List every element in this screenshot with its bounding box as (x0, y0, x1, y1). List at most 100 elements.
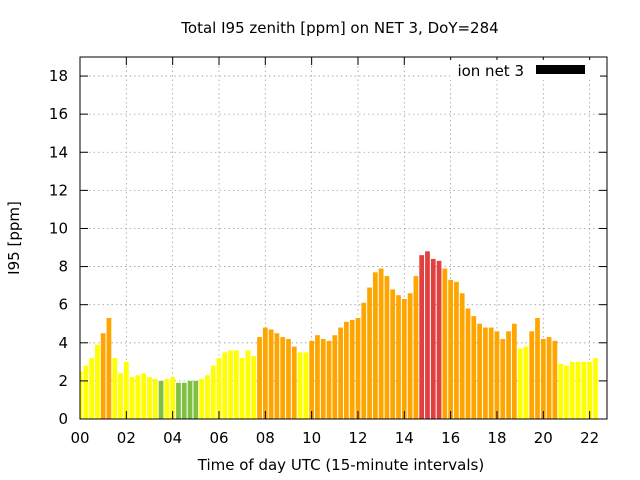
bar (309, 340, 315, 419)
bar (332, 335, 338, 419)
y-tick-label: 18 (49, 67, 68, 85)
bar (280, 337, 286, 419)
bar (228, 350, 233, 419)
x-tick-label: 16 (441, 429, 460, 447)
bar (442, 268, 448, 419)
x-tick-label: 08 (256, 429, 275, 447)
bar (106, 318, 112, 419)
bar (303, 352, 309, 419)
y-tick-label: 8 (58, 258, 68, 276)
bar (517, 348, 523, 419)
bar (94, 344, 100, 419)
x-tick-label: 06 (209, 429, 228, 447)
bar (83, 365, 89, 419)
bar (257, 337, 262, 419)
bar (320, 338, 326, 419)
bar (199, 378, 204, 419)
bar (552, 340, 558, 419)
x-tick-label: 12 (348, 429, 367, 447)
bar (129, 377, 135, 419)
bar (286, 338, 291, 419)
bar (564, 365, 569, 419)
x-tick-label: 10 (302, 429, 321, 447)
bar (152, 378, 158, 419)
y-tick-label: 0 (58, 410, 68, 428)
bar (262, 327, 268, 419)
bar (147, 377, 152, 419)
bar (401, 298, 407, 419)
bar (587, 361, 593, 419)
bar (454, 281, 459, 419)
bar (326, 340, 332, 419)
bar (529, 331, 535, 419)
bar (135, 375, 141, 419)
bar (251, 356, 257, 419)
x-tick-label: 18 (487, 429, 506, 447)
bar (274, 333, 280, 419)
bar (546, 337, 552, 419)
bar (575, 361, 581, 419)
legend-swatch (536, 65, 585, 74)
x-tick-label: 14 (395, 429, 414, 447)
bar (384, 276, 390, 419)
bar (338, 327, 343, 419)
bar (187, 380, 193, 419)
bar (164, 378, 170, 419)
x-tick-label: 02 (117, 429, 136, 447)
bar (158, 380, 164, 419)
y-tick-label: 14 (49, 143, 68, 161)
bar (419, 255, 425, 419)
bar (344, 321, 349, 419)
bar (367, 287, 372, 419)
bar (170, 377, 176, 419)
bar (176, 382, 181, 419)
bar (216, 358, 222, 419)
bar (118, 373, 123, 419)
bar (488, 327, 494, 419)
bar (245, 350, 251, 419)
bar (477, 323, 482, 419)
bar (448, 279, 454, 419)
chart-title: Total I95 zenith [ppm] on NET 3, DoY=284 (180, 19, 498, 37)
bar (291, 346, 297, 419)
bar (205, 375, 210, 419)
bar (378, 268, 384, 419)
bar (355, 318, 361, 419)
y-tick-label: 2 (58, 372, 68, 390)
bar (558, 363, 564, 419)
bar (465, 308, 471, 419)
x-tick-label: 22 (580, 429, 599, 447)
bar (494, 331, 500, 419)
bar (413, 276, 419, 419)
bar (181, 382, 187, 419)
bar (471, 316, 477, 419)
bar (372, 272, 378, 419)
bar (193, 380, 199, 419)
bar (500, 338, 506, 419)
bar (581, 361, 587, 419)
bar (80, 371, 83, 419)
bar (315, 335, 320, 419)
bar (511, 323, 517, 419)
bar (483, 327, 488, 419)
bar (523, 346, 529, 419)
bar (430, 258, 436, 419)
bar (123, 361, 129, 419)
bar (233, 350, 239, 419)
bar (239, 358, 245, 419)
bar (425, 251, 430, 419)
bar (222, 352, 228, 419)
bar (396, 295, 401, 419)
bar (407, 293, 413, 419)
bar (210, 365, 216, 419)
bar (89, 358, 94, 419)
x-tick-label: 00 (70, 429, 89, 447)
bar (390, 289, 396, 419)
legend: ion net 3 (450, 60, 600, 80)
y-tick-label: 12 (49, 181, 68, 199)
bar (349, 319, 355, 419)
bar (297, 352, 303, 419)
x-tick-label: 20 (534, 429, 553, 447)
